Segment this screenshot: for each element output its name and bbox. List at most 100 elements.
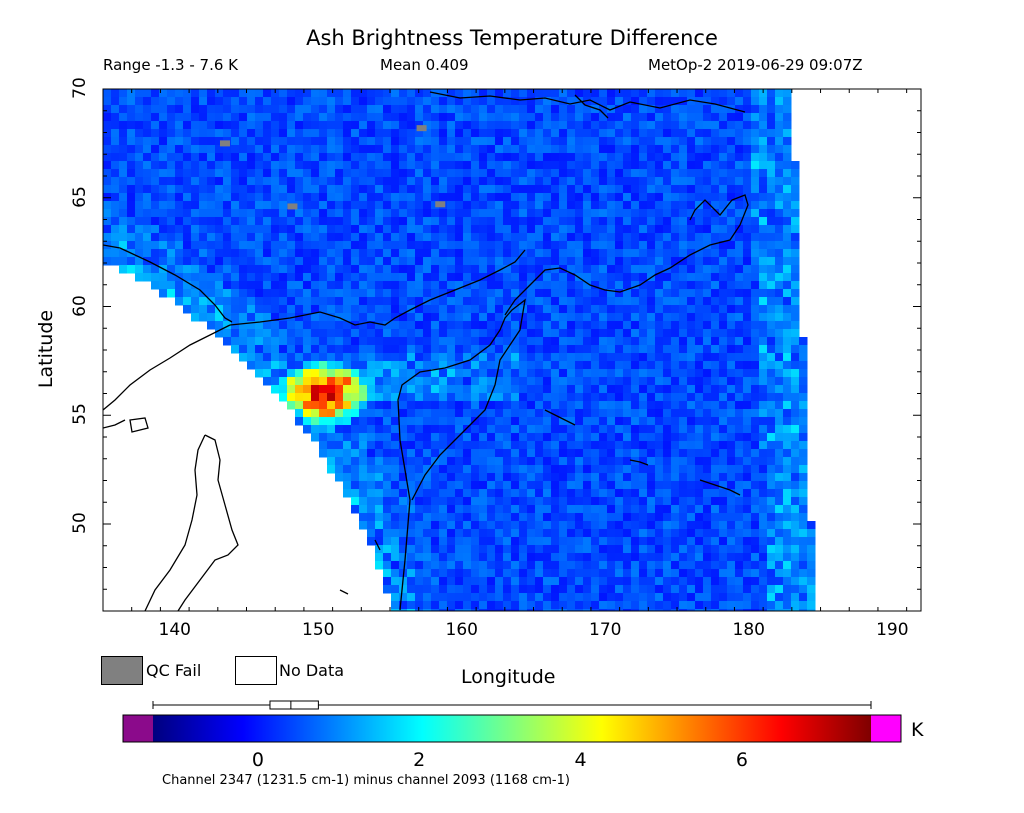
swath-cell [463, 569, 472, 578]
swath-cell [511, 201, 520, 210]
swath-cell [727, 577, 736, 586]
swath-cell [791, 537, 800, 546]
swath-cell [695, 273, 704, 282]
swath-cell [663, 257, 672, 266]
swath-cell [407, 401, 416, 410]
swath-cell [535, 201, 544, 210]
swath-cell [375, 129, 384, 138]
swath-cell [751, 177, 760, 186]
swath-cell [551, 345, 560, 354]
swath-cell [247, 201, 256, 210]
swath-cell [655, 353, 664, 362]
swath-cell [559, 257, 568, 266]
swath-cell [159, 169, 168, 178]
swath-cell [415, 425, 424, 434]
swath-cell [167, 225, 176, 234]
swath-cell [783, 561, 792, 570]
swath-cell [399, 561, 408, 570]
swath-cell [135, 249, 144, 258]
swath-cell [607, 425, 616, 434]
swath-cell [327, 113, 336, 122]
swath-cell [351, 369, 360, 378]
swath-cell [367, 97, 376, 106]
swath-cell [359, 473, 368, 482]
swath-cell [743, 521, 752, 530]
swath-cell [703, 521, 712, 530]
swath-cell [615, 209, 624, 218]
swath-cell [383, 201, 392, 210]
swath-cell [807, 585, 816, 594]
swath-cell [391, 97, 400, 106]
qc-fail-pixel [435, 201, 446, 208]
swath-cell [727, 401, 736, 410]
swath-cell [543, 441, 552, 450]
swath-cell [367, 473, 376, 482]
swath-cell [615, 545, 624, 554]
swath-cell [127, 145, 136, 154]
swath-cell [679, 521, 688, 530]
swath-cell [159, 185, 168, 194]
swath-cell [663, 233, 672, 242]
swath-cell [607, 569, 616, 578]
swath-cell [583, 385, 592, 394]
swath-cell [311, 185, 320, 194]
swath-cell [383, 497, 392, 506]
swath-cell [519, 473, 528, 482]
swath-cell [455, 217, 464, 226]
swath-cell [759, 529, 768, 538]
swath-cell [663, 401, 672, 410]
swath-cell [423, 185, 432, 194]
swath-cell [583, 89, 592, 98]
swath-cell [447, 289, 456, 298]
swath-cell [463, 345, 472, 354]
swath-cell [471, 169, 480, 178]
swath-cell [583, 529, 592, 538]
swath-cell [735, 545, 744, 554]
swath-cell [487, 473, 496, 482]
swath-cell [671, 441, 680, 450]
swath-cell [335, 441, 344, 450]
swath-cell [687, 457, 696, 466]
swath-cell [455, 281, 464, 290]
swath-cell [695, 505, 704, 514]
swath-cell [159, 137, 168, 146]
swath-cell [399, 249, 408, 258]
swath-cell [495, 513, 504, 522]
swath-cell [655, 257, 664, 266]
swath-cell [663, 201, 672, 210]
swath-cell [615, 105, 624, 114]
swath-cell [623, 609, 632, 611]
swath-cell [559, 553, 568, 562]
swath-cell [383, 329, 392, 338]
swath-cell [719, 425, 728, 434]
swath-cell [399, 393, 408, 402]
swath-cell [775, 569, 784, 578]
swath-cell [527, 161, 536, 170]
swath-cell [583, 353, 592, 362]
swath-cell [495, 321, 504, 330]
swath-cell [191, 201, 200, 210]
swath-cell [535, 457, 544, 466]
swath-cell [519, 337, 528, 346]
swath-cell [559, 601, 568, 610]
swath-cell [111, 161, 120, 170]
swath-cell [631, 425, 640, 434]
swath-cell [383, 209, 392, 218]
swath-cell [375, 153, 384, 162]
swath-cell [783, 553, 792, 562]
swath-cell [799, 569, 808, 578]
swath-cell [455, 593, 464, 602]
swath-cell [599, 241, 608, 250]
swath-cell [423, 457, 432, 466]
swath-cell [175, 281, 184, 290]
swath-cell [375, 537, 384, 546]
swath-cell [503, 401, 512, 410]
swath-cell [583, 161, 592, 170]
swath-cell [751, 377, 760, 386]
swath-cell [431, 313, 440, 322]
swath-cell [487, 425, 496, 434]
swath-cell [623, 201, 632, 210]
swath-cell [575, 441, 584, 450]
swath-cell [687, 233, 696, 242]
swath-cell [543, 305, 552, 314]
